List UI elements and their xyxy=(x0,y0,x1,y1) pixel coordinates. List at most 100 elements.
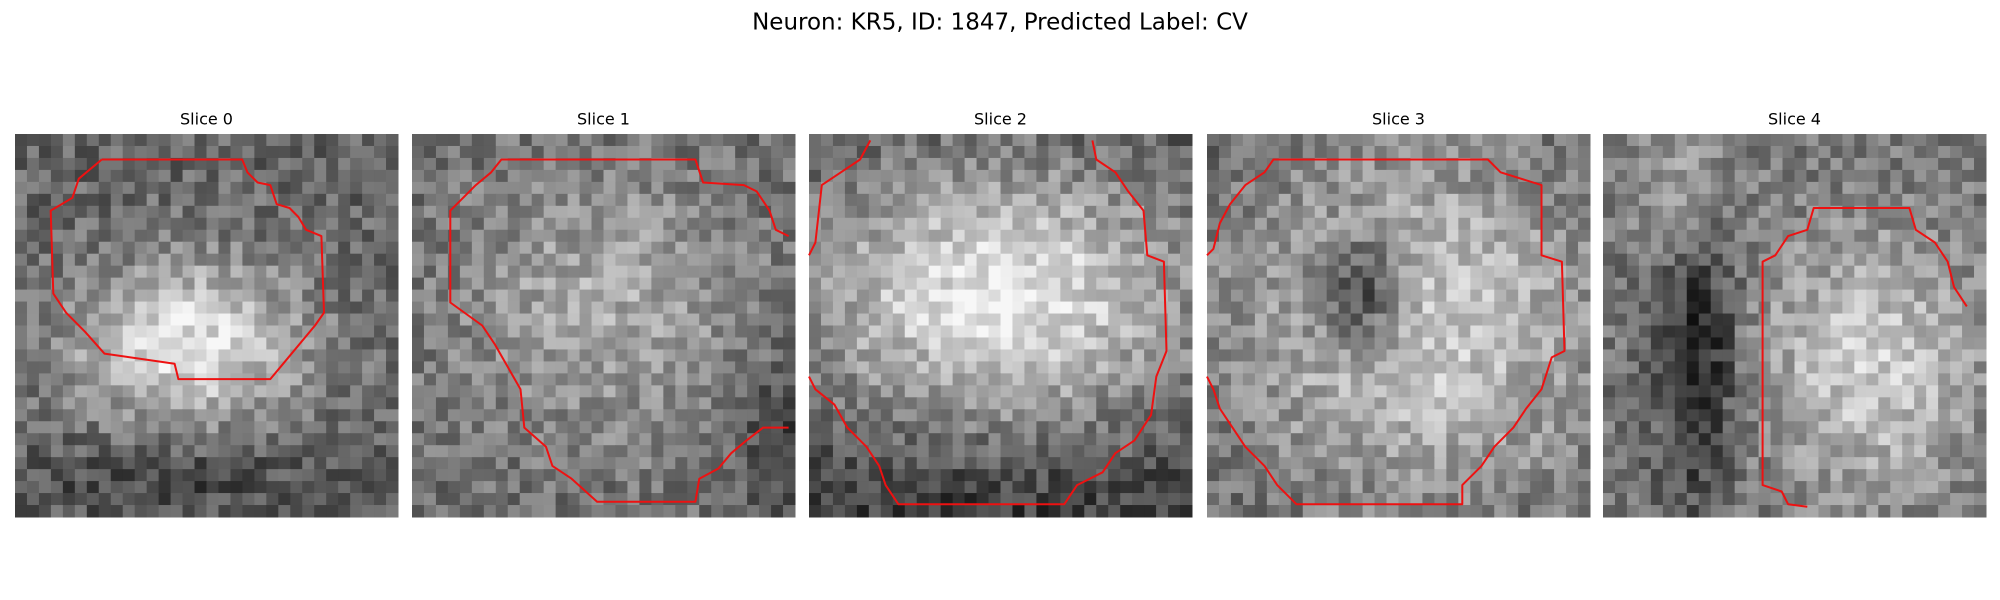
pixel xyxy=(747,325,760,338)
pixel xyxy=(290,409,303,422)
pixel xyxy=(230,337,243,350)
pixel xyxy=(964,217,978,231)
pixel xyxy=(579,157,593,171)
pixel xyxy=(988,181,1001,195)
pixel xyxy=(892,349,906,362)
pixel xyxy=(218,469,231,482)
pixel xyxy=(1950,289,1963,303)
pixel xyxy=(1950,169,1963,183)
pixel xyxy=(98,397,112,410)
pixel xyxy=(1638,361,1652,374)
pixel xyxy=(1024,169,1037,183)
pixel xyxy=(567,181,581,195)
pixel xyxy=(1746,421,1760,434)
pixel xyxy=(675,193,688,207)
pixel xyxy=(1012,421,1025,434)
pixel xyxy=(651,349,664,362)
pixel xyxy=(1156,277,1169,291)
pixel xyxy=(1470,301,1483,315)
pixel xyxy=(386,421,399,434)
pixel xyxy=(567,505,581,518)
pixel xyxy=(1578,181,1591,195)
pixel xyxy=(711,421,724,434)
pixel xyxy=(1866,325,1879,338)
pixel xyxy=(747,385,760,398)
pixel xyxy=(1638,325,1652,338)
pixel xyxy=(651,193,664,207)
pixel xyxy=(26,409,40,422)
pixel xyxy=(1072,433,1085,446)
pixel xyxy=(38,134,52,147)
pixel xyxy=(1254,193,1268,207)
pixel xyxy=(218,337,231,350)
pixel xyxy=(1084,481,1097,494)
pixel xyxy=(350,241,363,255)
pixel xyxy=(820,289,834,303)
pixel xyxy=(62,505,76,518)
pixel xyxy=(1168,481,1181,494)
pixel xyxy=(543,241,557,255)
pixel xyxy=(326,361,339,374)
pixel xyxy=(856,445,870,458)
pixel xyxy=(1207,253,1220,267)
pixel xyxy=(412,349,425,362)
pixel xyxy=(735,253,748,267)
pixel xyxy=(1207,145,1220,159)
pixel xyxy=(471,325,485,338)
pixel xyxy=(1914,253,1927,267)
pixel xyxy=(1482,325,1495,338)
pixel xyxy=(471,505,485,518)
pixel xyxy=(1794,409,1807,422)
pixel xyxy=(122,349,136,362)
pixel xyxy=(940,217,954,231)
pixel xyxy=(242,385,255,398)
pixel xyxy=(242,241,255,255)
pixel xyxy=(1386,241,1399,255)
pixel xyxy=(350,301,363,315)
pixel xyxy=(1926,421,1939,434)
pixel xyxy=(1024,241,1037,255)
pixel xyxy=(1530,445,1543,458)
pixel xyxy=(1242,481,1256,494)
pixel xyxy=(976,265,990,279)
pixel xyxy=(447,373,461,386)
pixel xyxy=(1458,217,1471,231)
pixel xyxy=(1338,289,1352,303)
pixel xyxy=(1350,457,1364,470)
pixel xyxy=(206,289,219,303)
pixel xyxy=(1530,253,1543,267)
pixel xyxy=(663,409,676,422)
pixel xyxy=(1024,289,1037,303)
pixel xyxy=(423,349,437,362)
pixel xyxy=(1794,241,1807,255)
pixel xyxy=(1938,229,1951,243)
pixel xyxy=(1326,361,1340,374)
pixel xyxy=(1410,205,1423,219)
pixel xyxy=(832,385,846,398)
pixel xyxy=(1698,217,1712,231)
pixel xyxy=(1132,505,1145,518)
pixel xyxy=(86,301,100,315)
pixel xyxy=(759,229,772,243)
pixel xyxy=(86,505,100,518)
pixel xyxy=(1024,445,1037,458)
pixel xyxy=(1434,157,1447,171)
pixel xyxy=(747,361,760,374)
pixel xyxy=(519,337,533,350)
pixel xyxy=(916,157,930,171)
pixel xyxy=(98,469,112,482)
pixel xyxy=(1770,145,1784,159)
pixel xyxy=(1218,145,1232,159)
pixel xyxy=(459,157,473,171)
pixel xyxy=(1566,205,1579,219)
pixel xyxy=(1422,397,1435,410)
pixel xyxy=(15,361,28,374)
pixel xyxy=(435,301,449,315)
pixel xyxy=(1207,181,1220,195)
pixel xyxy=(1638,349,1652,362)
pixel xyxy=(711,205,724,219)
pixel xyxy=(1494,205,1507,219)
pixel xyxy=(350,289,363,303)
pixel xyxy=(374,289,387,303)
pixel xyxy=(1566,301,1579,315)
